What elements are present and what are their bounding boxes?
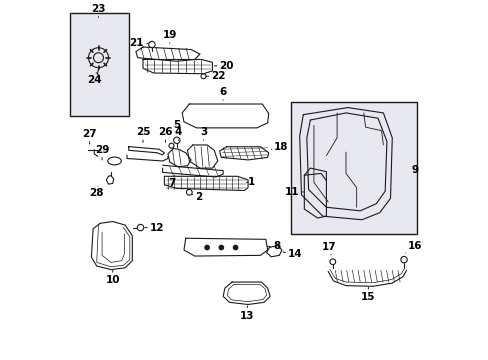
- Text: 14: 14: [287, 248, 302, 258]
- Text: 13: 13: [240, 311, 254, 320]
- Text: 10: 10: [105, 275, 120, 285]
- Text: 4: 4: [175, 127, 182, 137]
- Text: 26: 26: [158, 127, 172, 137]
- Text: 9: 9: [411, 165, 418, 175]
- Text: 2: 2: [194, 192, 202, 202]
- Text: 25: 25: [136, 127, 150, 137]
- Text: 16: 16: [407, 241, 421, 251]
- Text: 27: 27: [82, 129, 97, 139]
- Text: 23: 23: [91, 4, 105, 14]
- Text: 20: 20: [219, 61, 234, 71]
- Bar: [70, 13, 128, 117]
- Text: 6: 6: [219, 87, 226, 97]
- Text: 22: 22: [211, 71, 225, 81]
- Text: 21: 21: [129, 39, 144, 49]
- Text: 15: 15: [361, 292, 375, 302]
- Text: 5: 5: [173, 120, 180, 130]
- Text: 7: 7: [167, 178, 175, 188]
- Circle shape: [219, 246, 223, 249]
- Text: 8: 8: [272, 242, 280, 251]
- Text: 17: 17: [321, 243, 336, 252]
- Text: 28: 28: [89, 188, 103, 198]
- Text: 24: 24: [87, 75, 102, 85]
- Text: 29: 29: [95, 145, 109, 155]
- Text: 19: 19: [162, 30, 177, 40]
- Bar: [290, 102, 416, 234]
- Text: 18: 18: [273, 142, 287, 152]
- Text: 3: 3: [200, 127, 207, 137]
- Text: 12: 12: [150, 222, 164, 233]
- Circle shape: [204, 246, 209, 249]
- Text: 1: 1: [247, 177, 255, 187]
- Text: 11: 11: [285, 187, 299, 197]
- Circle shape: [233, 246, 237, 249]
